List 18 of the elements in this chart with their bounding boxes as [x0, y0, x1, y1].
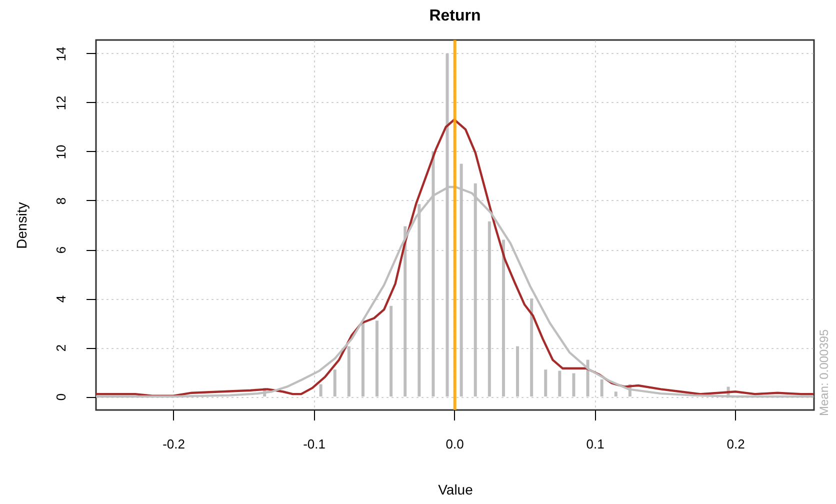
- x-axis-title: Value: [438, 482, 474, 498]
- line-series: [96, 118, 814, 397]
- x-tick-label: 0.0: [446, 436, 464, 452]
- chart-title: Return: [429, 8, 481, 24]
- text: Mean: 0.000395: [817, 328, 831, 416]
- y-tick-label: 6: [54, 246, 68, 254]
- y-tick-label: 10: [54, 144, 68, 160]
- x-tick-label: 0.1: [586, 436, 604, 452]
- y-tick-label: 14: [54, 46, 68, 62]
- x-tick-label: 0.2: [726, 436, 745, 452]
- y-tick-label: 8: [54, 197, 68, 205]
- x-tick-label: -0.2: [162, 436, 185, 452]
- y-tick-label: 4: [54, 295, 68, 303]
- x-tick-label: -0.1: [303, 436, 326, 452]
- y-tick-label: 12: [54, 96, 68, 110]
- y-tick-label: 2: [54, 344, 68, 352]
- y-tick-label: 0: [54, 393, 68, 401]
- y-axis-title: Density: [14, 202, 30, 249]
